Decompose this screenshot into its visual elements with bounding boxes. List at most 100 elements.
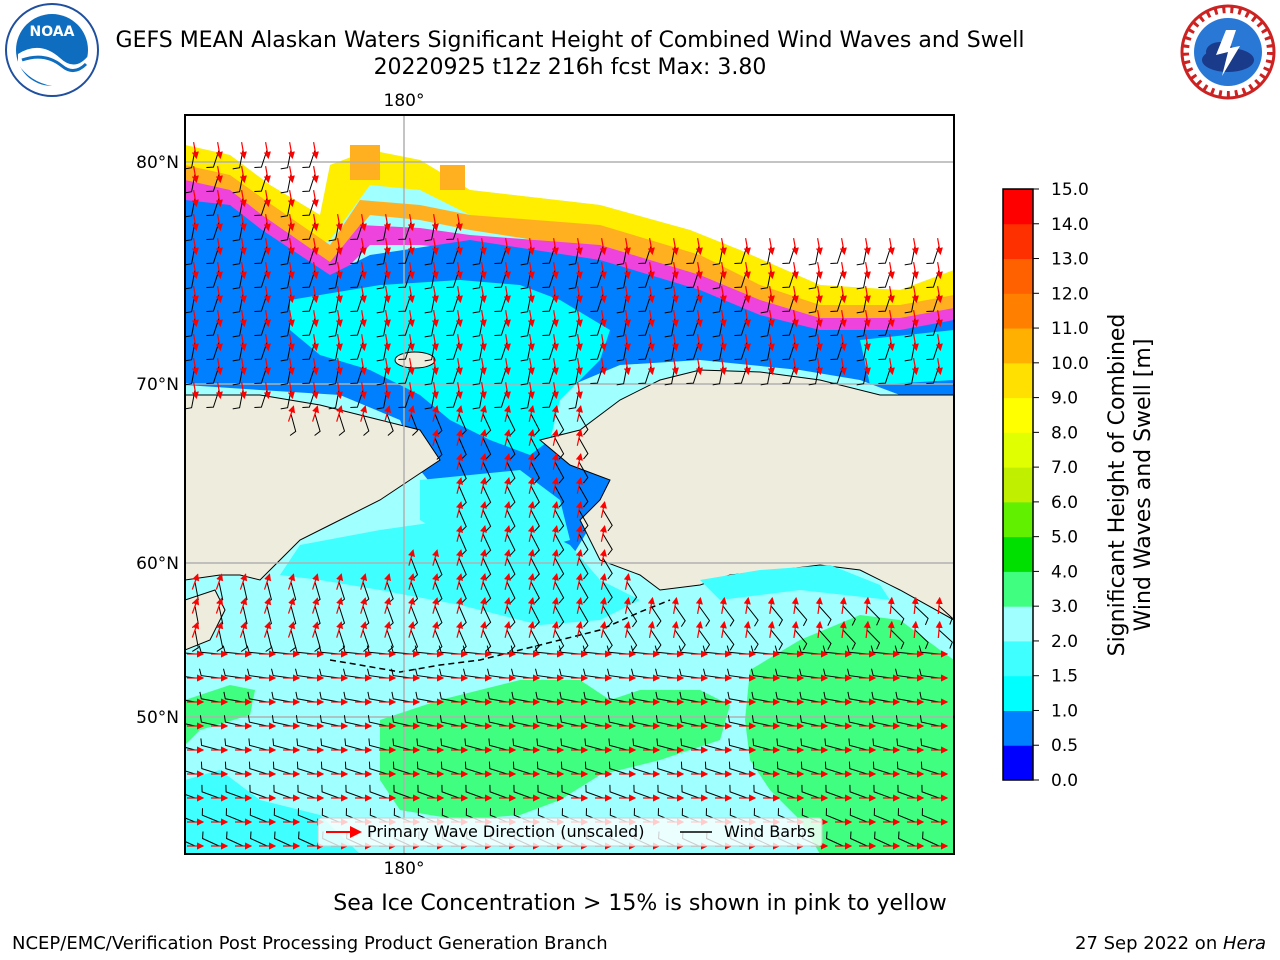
wind-barb <box>506 557 516 580</box>
wind-barb <box>338 629 346 652</box>
wind-barb <box>753 784 772 799</box>
wind-barb <box>578 437 589 460</box>
wave-arrow <box>311 285 319 304</box>
wave-arrow <box>551 381 559 400</box>
wave-arrow <box>599 573 607 590</box>
footer-date-text: 27 Sep 2022 on <box>1075 933 1223 954</box>
wind-barb <box>897 784 916 799</box>
colorbar-tick-label: 2.0 <box>1051 632 1078 652</box>
wind-barb <box>674 605 686 627</box>
wave-arrow <box>455 381 463 400</box>
wave-arrow <box>647 596 655 615</box>
wave-arrow <box>911 261 919 280</box>
wave-arrow <box>575 597 583 614</box>
wind-barb <box>392 738 412 751</box>
wave-arrow <box>719 285 727 304</box>
wind-barb <box>343 715 364 727</box>
wind-barb <box>896 761 916 775</box>
wind-barb <box>602 581 613 604</box>
wave-arrow <box>263 357 271 376</box>
wave-arrow <box>503 381 511 400</box>
lat-label-60: 60°N <box>136 554 179 574</box>
wave-arrow <box>479 333 487 352</box>
wave-arrow <box>191 141 199 160</box>
wave-arrow <box>647 285 655 304</box>
wave-arrow <box>527 285 535 304</box>
wind-barb <box>506 629 516 652</box>
wind-barb <box>578 629 589 652</box>
wind-barb <box>513 784 532 799</box>
wave-arrow <box>407 213 415 232</box>
wind-barb <box>393 784 412 799</box>
wind-barb <box>536 738 556 751</box>
colorbar-tick-label: 4.0 <box>1051 562 1078 582</box>
colorbar-tick-label: 10.0 <box>1051 354 1089 374</box>
wave-arrow <box>432 621 439 638</box>
wave-arrow <box>287 597 296 614</box>
wind-barb <box>920 738 940 751</box>
nws-logo <box>1180 4 1276 100</box>
wind-barb <box>776 738 796 751</box>
wave-arrow <box>911 237 919 256</box>
colorbar-tick-label: 1.0 <box>1051 701 1078 721</box>
map-area: Primary Wave Direction (unscaled) Wind B… <box>185 115 954 854</box>
wave-arrow <box>575 405 583 422</box>
lon-label-bottom: 180° <box>384 859 425 879</box>
wave-arrow <box>575 501 583 518</box>
wind-barb <box>728 738 748 751</box>
wave-arrow <box>479 237 487 256</box>
wind-barb <box>441 784 460 799</box>
wind-barb <box>578 605 589 628</box>
wave-arrow <box>335 357 343 376</box>
wave-arrow <box>575 333 583 352</box>
wave-arrow <box>239 621 248 638</box>
wave-arrow <box>863 596 871 615</box>
wind-barb <box>554 437 565 460</box>
wind-barb <box>488 761 508 775</box>
wave-arrow <box>791 596 799 614</box>
wind-barb <box>584 761 604 775</box>
wind-barb <box>650 629 662 651</box>
wind-barb <box>626 629 638 652</box>
wind-barb <box>921 808 940 823</box>
wave-arrow <box>791 620 799 638</box>
colorbar-swatch <box>1003 467 1033 503</box>
wave-arrow <box>527 429 535 446</box>
wind-barb <box>464 738 484 751</box>
wind-barb <box>674 629 686 651</box>
wind-barb <box>216 629 224 652</box>
wave-arrow <box>311 333 319 352</box>
wind-barb <box>458 629 467 652</box>
wave-arrow <box>839 596 847 614</box>
wave-arrow <box>191 573 200 590</box>
wave-arrow <box>839 285 847 304</box>
wind-barb <box>632 738 652 751</box>
wave-arrow <box>407 309 415 328</box>
wave-arrow <box>287 165 295 184</box>
legend-barb-label: Wind Barbs <box>724 822 815 841</box>
wind-barb <box>224 761 244 775</box>
wind-barb <box>368 761 388 775</box>
wave-arrow <box>359 285 367 304</box>
wave-arrow <box>527 573 535 590</box>
wave-arrow <box>647 620 655 639</box>
wave-arrow <box>431 309 439 328</box>
wave-arrow <box>432 429 439 446</box>
wave-arrow <box>551 405 559 422</box>
wind-barb <box>554 413 565 436</box>
wave-arrow <box>695 333 703 352</box>
wave-arrow <box>527 261 535 280</box>
wave-arrow <box>287 573 296 590</box>
wave-arrow <box>479 453 487 470</box>
wave-arrow <box>863 309 871 328</box>
wind-barb <box>488 738 508 751</box>
wave-arrow <box>408 549 415 566</box>
wave-arrow <box>527 405 535 422</box>
wave-arrow <box>911 285 919 304</box>
wind-barb <box>530 581 540 604</box>
wave-arrow <box>287 381 295 400</box>
wave-arrow <box>479 405 487 422</box>
wave-arrow <box>743 357 751 376</box>
wind-barb <box>249 808 268 823</box>
wave-arrow <box>215 573 224 590</box>
